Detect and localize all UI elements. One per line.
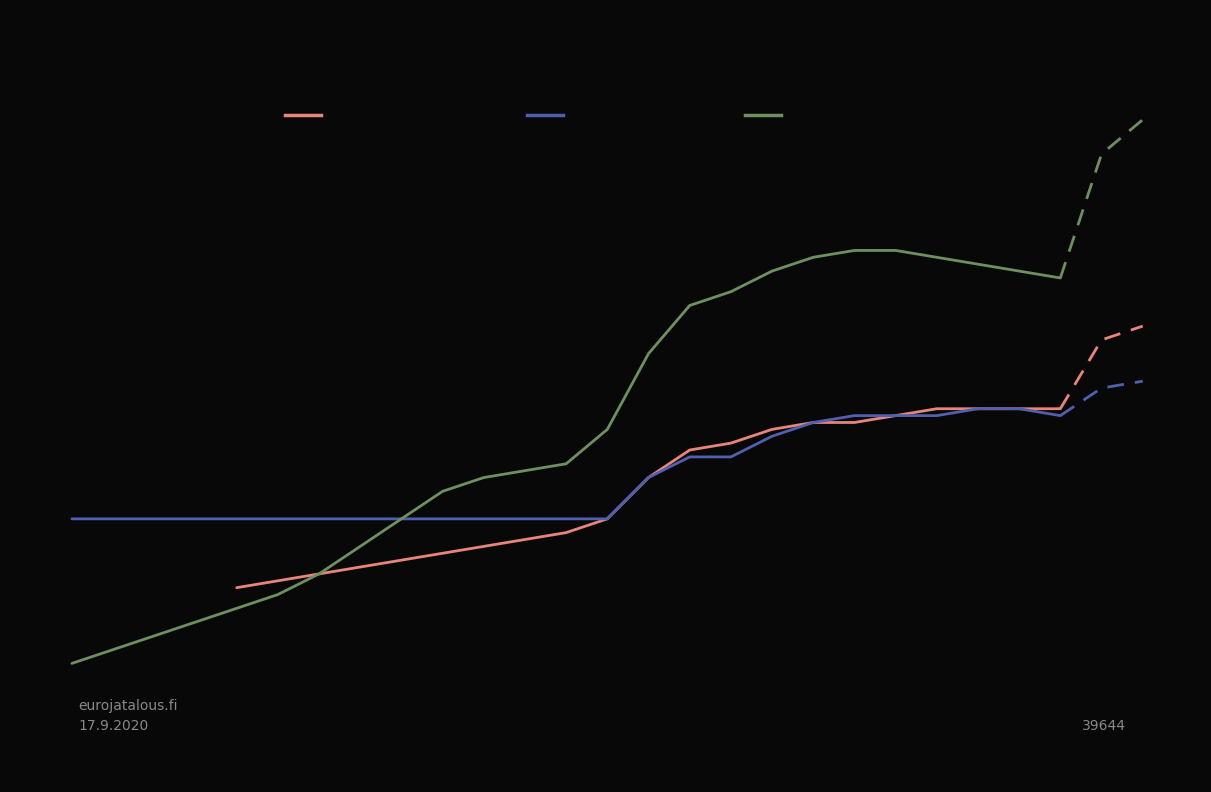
Text: 39644: 39644	[1083, 718, 1126, 733]
Text: eurojatalous.fi
17.9.2020: eurojatalous.fi 17.9.2020	[79, 699, 178, 733]
